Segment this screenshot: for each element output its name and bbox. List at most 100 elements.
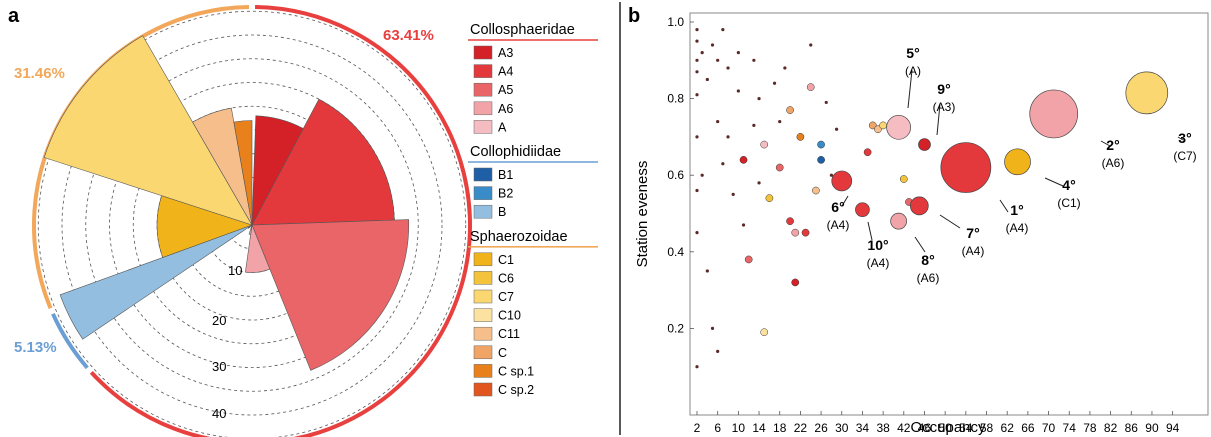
radial-tick-label: 30 xyxy=(212,359,226,374)
scatter-point xyxy=(716,58,720,62)
panel-b: b 2 6 10 14 18 22 26 30 34 38 42 46 50 54 58 62 66 70 74 78… xyxy=(628,5,1209,436)
legend-family-title: Sphaerozoidae xyxy=(470,229,568,245)
x-tick-label: 62 xyxy=(1001,421,1015,435)
scatter-point xyxy=(721,28,725,32)
ring-percent-label: 31.46% xyxy=(14,65,65,82)
x-tick-label: 54 xyxy=(959,421,973,435)
annotation-rank: 6° xyxy=(831,199,844,215)
legend-swatch xyxy=(473,326,493,341)
annotation-clade: (A4) xyxy=(1006,221,1029,235)
x-tick-label: 46 xyxy=(918,421,932,435)
legend-swatch xyxy=(473,82,493,97)
scatter-point xyxy=(874,125,882,134)
annotation-rank: 7° xyxy=(966,225,979,241)
annotation-clade: (A4) xyxy=(827,218,850,232)
legend-item-label: A5 xyxy=(498,83,513,97)
legend-item-label: A3 xyxy=(498,46,513,60)
scatter-point xyxy=(834,127,839,131)
annotation-leader xyxy=(841,195,849,207)
scatter-point xyxy=(809,43,813,47)
scatter-point xyxy=(863,148,872,157)
scatter-point xyxy=(716,349,720,353)
x-tick-label: 42 xyxy=(897,421,911,435)
legend-item-label: C11 xyxy=(498,327,520,341)
legend: Collosphaeridae A3 A4 A5 A6 A Collophidiidae B1… xyxy=(468,22,598,397)
x-tick-label: 14 xyxy=(752,421,766,435)
legend-item-label: C7 xyxy=(498,290,514,304)
scatter-point xyxy=(757,181,761,185)
panel-b-label: b xyxy=(628,5,640,27)
polar-wedge-a5 xyxy=(251,219,409,371)
annotation-clade: (A) xyxy=(905,64,921,78)
highlighted-point xyxy=(1004,148,1031,176)
highlighted-point xyxy=(1125,71,1169,115)
legend-family-title: Collophidiidae xyxy=(470,144,561,160)
x-tick-label: 6 xyxy=(714,421,721,435)
scatter-point xyxy=(786,106,794,114)
annotation-leader xyxy=(939,214,961,229)
scatter-point xyxy=(739,156,748,164)
annotation-leader xyxy=(867,221,873,241)
grid-circle xyxy=(61,34,443,416)
point-annotations: 1° (A4) 2° (A6) 3° (C7) 4° (C1) 5° (A) 6° (A4) 7° (A4… xyxy=(827,45,1197,285)
x-tick-label: 18 xyxy=(773,421,787,435)
radial-tick-label: 20 xyxy=(212,313,226,328)
highlighted-point xyxy=(831,170,853,192)
legend-swatch xyxy=(473,271,493,285)
y-tick-label: 1.0 xyxy=(667,15,684,29)
legend-swatch xyxy=(473,64,493,78)
y-tick-label: 0.2 xyxy=(667,321,684,335)
highlighted-point xyxy=(940,142,992,193)
scatter-point xyxy=(760,140,769,149)
scatter-point xyxy=(721,162,725,166)
scatter-point xyxy=(791,278,800,287)
scatter-point xyxy=(868,121,877,130)
scatter-point xyxy=(752,123,756,128)
scatter-point xyxy=(824,100,828,105)
highlighted-point xyxy=(886,114,911,140)
scatter-point xyxy=(775,163,784,172)
legend-swatch xyxy=(473,204,493,219)
polar-wedge-a xyxy=(248,224,253,235)
scatter-point xyxy=(695,188,699,193)
scatter-point xyxy=(695,231,699,235)
scatter-point xyxy=(791,228,800,237)
legend-family-title: Collosphaeridae xyxy=(470,22,575,38)
scatter-point xyxy=(726,135,730,139)
scatter-point xyxy=(695,28,699,32)
scatter-point xyxy=(817,140,825,149)
highlighted-point xyxy=(855,202,870,218)
legend-swatch xyxy=(473,45,493,60)
scatter-point xyxy=(772,81,777,85)
x-tick-label: 2 xyxy=(694,421,701,435)
annotation-rank: 3° xyxy=(1178,130,1191,146)
highlighted-point xyxy=(890,212,907,230)
scatter-point xyxy=(716,119,720,124)
annotation-clade: (A4) xyxy=(962,244,985,258)
y-axis-ticks: 0.2 0.4 0.6 0.8 1.0 xyxy=(667,15,694,335)
polar-bars xyxy=(43,35,409,371)
annotation-leader xyxy=(999,199,1009,213)
x-tick-label: 58 xyxy=(980,421,994,435)
ring-percent-label: 5.13% xyxy=(14,339,57,356)
radial-tick-label: 10 xyxy=(228,263,242,278)
annotation-leader xyxy=(1100,140,1111,147)
panel-a: a 10 20 30 40 63.41% 31.46% 5.13% Collos… xyxy=(8,5,598,437)
scatter-point xyxy=(695,70,699,74)
legend-item-label: A6 xyxy=(498,102,513,116)
plot-frame xyxy=(689,12,1209,416)
annotation-clade: (A6) xyxy=(1102,156,1125,170)
x-tick-label: 94 xyxy=(1166,421,1180,435)
highlighted-points xyxy=(831,71,1169,230)
radial-tick-label: 40 xyxy=(212,406,226,421)
polar-wedge-c7 xyxy=(43,35,253,226)
grid-circle xyxy=(85,58,419,392)
legend-item-label: B2 xyxy=(498,187,513,201)
legend-swatch xyxy=(473,167,493,182)
annotation-clade: (A3) xyxy=(933,100,956,114)
x-tick-label: 82 xyxy=(1104,421,1118,435)
legend-item-label: A xyxy=(498,120,507,134)
scatter-point xyxy=(741,223,746,227)
legend-item-label: C sp.1 xyxy=(498,364,534,378)
scatter-point xyxy=(879,121,887,130)
